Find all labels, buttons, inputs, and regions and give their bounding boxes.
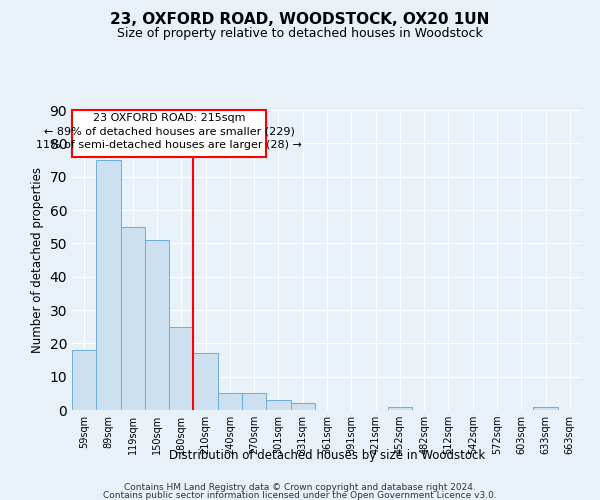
Bar bbox=[96, 160, 121, 410]
Bar bbox=[388, 406, 412, 410]
Text: 11% of semi-detached houses are larger (28) →: 11% of semi-detached houses are larger (… bbox=[36, 140, 302, 150]
Bar bbox=[266, 400, 290, 410]
Bar bbox=[242, 394, 266, 410]
Bar bbox=[169, 326, 193, 410]
Text: 23 OXFORD ROAD: 215sqm: 23 OXFORD ROAD: 215sqm bbox=[93, 114, 245, 124]
Y-axis label: Number of detached properties: Number of detached properties bbox=[31, 167, 44, 353]
Text: Contains HM Land Registry data © Crown copyright and database right 2024.: Contains HM Land Registry data © Crown c… bbox=[124, 483, 476, 492]
Text: Distribution of detached houses by size in Woodstock: Distribution of detached houses by size … bbox=[169, 448, 485, 462]
Bar bbox=[145, 240, 169, 410]
Bar bbox=[218, 394, 242, 410]
Bar bbox=[193, 354, 218, 410]
Text: Contains public sector information licensed under the Open Government Licence v3: Contains public sector information licen… bbox=[103, 492, 497, 500]
Bar bbox=[290, 404, 315, 410]
Bar bbox=[121, 226, 145, 410]
Bar bbox=[533, 406, 558, 410]
Text: Size of property relative to detached houses in Woodstock: Size of property relative to detached ho… bbox=[117, 28, 483, 40]
Text: 23, OXFORD ROAD, WOODSTOCK, OX20 1UN: 23, OXFORD ROAD, WOODSTOCK, OX20 1UN bbox=[110, 12, 490, 28]
Text: ← 89% of detached houses are smaller (229): ← 89% of detached houses are smaller (22… bbox=[44, 126, 295, 136]
Bar bbox=[72, 350, 96, 410]
Bar bbox=[72, 110, 266, 156]
